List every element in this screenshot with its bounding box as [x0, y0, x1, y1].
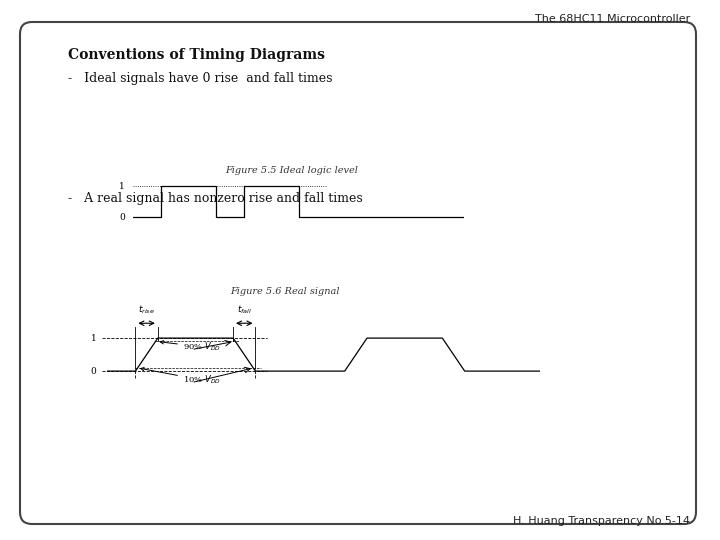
Text: 1: 1	[120, 181, 125, 191]
Text: -   A real signal has nonzero rise and fall times: - A real signal has nonzero rise and fal…	[68, 192, 363, 205]
Text: -   Ideal signals have 0 rise  and fall times: - Ideal signals have 0 rise and fall tim…	[68, 72, 333, 85]
Text: 0: 0	[91, 367, 96, 376]
Text: Figure 5.6 Real signal: Figure 5.6 Real signal	[230, 287, 340, 296]
FancyBboxPatch shape	[20, 22, 696, 524]
Text: The 68HC11 Microcontroller: The 68HC11 Microcontroller	[535, 14, 690, 24]
Text: $t_{rise}$: $t_{rise}$	[138, 303, 155, 316]
Text: 90% $V_{DD}$: 90% $V_{DD}$	[161, 341, 220, 353]
Text: 10% $V_{DD}$: 10% $V_{DD}$	[140, 368, 220, 386]
Text: 0: 0	[120, 213, 125, 221]
Text: 1: 1	[91, 334, 96, 342]
Text: Figure 5.5 Ideal logic level: Figure 5.5 Ideal logic level	[225, 166, 359, 175]
Text: $t_{fall}$: $t_{fall}$	[237, 303, 252, 316]
Text: Conventions of Timing Diagrams: Conventions of Timing Diagrams	[68, 48, 325, 62]
Text: H. Huang Transparency No.5-14: H. Huang Transparency No.5-14	[513, 516, 690, 526]
